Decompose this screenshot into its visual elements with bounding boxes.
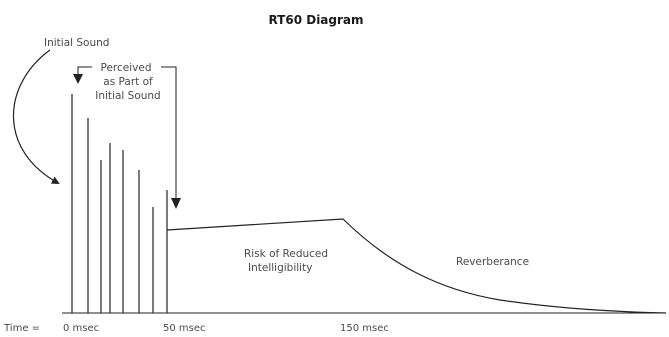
diagram-title: RT60 Diagram xyxy=(268,13,363,27)
initial-sound-label: Initial Sound xyxy=(44,37,109,49)
decay-envelope xyxy=(166,218,667,314)
svg-text:Perceived: Perceived xyxy=(101,62,152,74)
initial-sound-arrow xyxy=(12,49,60,184)
svg-text:Intelligibility: Intelligibility xyxy=(248,262,312,274)
svg-text:Risk of Reduced: Risk of Reduced xyxy=(244,248,328,260)
tick-label-150msec: 150 msec xyxy=(340,323,389,334)
time-axis-prefix: Time = xyxy=(3,323,40,334)
perceived-label: Perceived as Part of Initial Sound xyxy=(95,62,160,102)
reverberance-label: Reverberance xyxy=(456,256,529,268)
svg-text:Initial Sound: Initial Sound xyxy=(95,90,160,102)
tick-label-0msec: 0 msec xyxy=(63,323,99,334)
svg-text:as Part of: as Part of xyxy=(103,76,153,88)
risk-label: Risk of Reduced Intelligibility xyxy=(244,248,328,274)
tick-label-50msec: 50 msec xyxy=(163,323,206,334)
perceived-arrow-right xyxy=(171,198,181,209)
perceived-arrow-left xyxy=(73,74,83,84)
perceived-bracket-right xyxy=(161,66,177,198)
sound-spikes xyxy=(71,94,168,313)
